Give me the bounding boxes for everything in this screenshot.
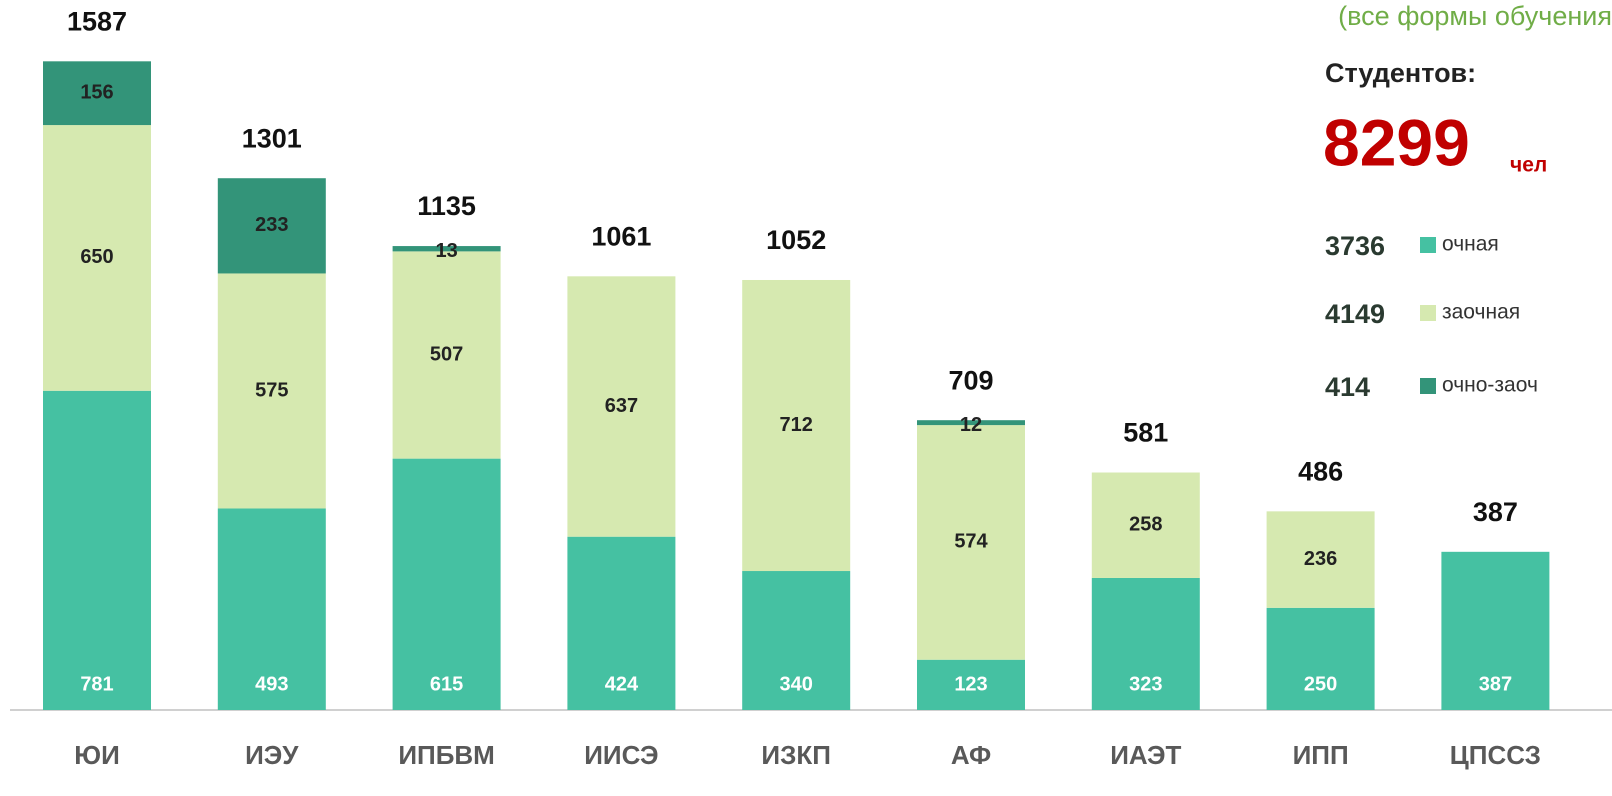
- x-tick-label: ЦПССЗ: [1450, 740, 1541, 770]
- segment-label: 258: [1129, 514, 1162, 536]
- bar-segment: [392, 246, 501, 252]
- total-label: 709: [948, 365, 993, 395]
- segment-label: 340: [780, 673, 813, 695]
- segment-label: 424: [605, 673, 639, 695]
- legend-total: 414: [1325, 372, 1370, 402]
- bar-segment: [1441, 551, 1550, 710]
- bar-segment: [567, 276, 676, 537]
- total-label: 1052: [766, 225, 826, 255]
- legend-label: заочная: [1442, 301, 1520, 324]
- x-tick-label: ИЗКП: [761, 740, 831, 770]
- segment-label: 236: [1304, 548, 1337, 570]
- segment-label: 233: [255, 214, 288, 236]
- segment-label: 575: [255, 379, 288, 401]
- segment-label: 12: [960, 414, 982, 436]
- segment-label: 637: [605, 395, 638, 417]
- segment-label: 650: [80, 246, 113, 268]
- legend-total: 3736: [1325, 231, 1385, 261]
- x-tick-label: АФ: [951, 740, 991, 770]
- bar-segment: [1091, 472, 1200, 578]
- bar-segment: [1091, 577, 1200, 710]
- bar-segment: [392, 251, 501, 459]
- bar-segment: [43, 390, 151, 710]
- legend-swatch: [1420, 378, 1436, 394]
- bar-segment: [392, 458, 501, 710]
- subtitle: (все формы обучения: [1338, 1, 1612, 31]
- segment-label: 615: [430, 673, 463, 695]
- bar-segment: [917, 420, 1025, 426]
- students-unit: чел: [1510, 154, 1547, 177]
- x-tick-label: ИПП: [1293, 740, 1349, 770]
- segment-label: 493: [255, 673, 288, 695]
- bar-segment: [1266, 607, 1375, 710]
- total-label: 486: [1298, 456, 1343, 486]
- segment-label: 387: [1479, 673, 1512, 695]
- bar-segment: [917, 659, 1025, 710]
- bar-segment: [917, 425, 1025, 660]
- segment-label: 507: [430, 343, 463, 365]
- legend-total: 4149: [1325, 299, 1385, 329]
- segment-label: 323: [1129, 673, 1162, 695]
- x-tick-label: ИАЭТ: [1110, 740, 1181, 770]
- bar-segment: [217, 273, 326, 509]
- bar-segment: [742, 571, 851, 710]
- bar-segment: [217, 508, 326, 710]
- total-label: 581: [1123, 418, 1168, 448]
- total-label: 1135: [417, 191, 476, 221]
- x-tick-label: ИПБВМ: [398, 740, 495, 770]
- total-label: 1587: [67, 6, 127, 36]
- total-label: 1301: [242, 123, 302, 153]
- bar-segment: [43, 125, 151, 391]
- bar-segment: [217, 178, 326, 274]
- total-label: 387: [1473, 497, 1518, 527]
- segment-label: 123: [954, 673, 987, 695]
- segment-label: 781: [80, 673, 113, 695]
- bar-segment: [567, 536, 676, 710]
- x-tick-label: ЮИ: [74, 740, 120, 770]
- bar-segment: [742, 279, 851, 572]
- legend-swatch: [1420, 305, 1436, 321]
- students-total: 8299: [1323, 105, 1470, 179]
- bar-segment: [43, 61, 151, 126]
- bar-segment: [1266, 511, 1375, 608]
- total-label: 1061: [591, 221, 651, 251]
- legend-label: очно-заоч: [1442, 374, 1538, 397]
- segment-label: 13: [435, 240, 457, 262]
- x-tick-label: ИЭУ: [245, 740, 299, 770]
- segment-label: 250: [1304, 673, 1337, 695]
- segment-label: 574: [954, 531, 988, 553]
- students-label: Студентов:: [1325, 58, 1476, 88]
- segment-label: 712: [780, 414, 813, 436]
- legend-label: очная: [1442, 233, 1499, 256]
- legend-swatch: [1420, 237, 1436, 253]
- x-tick-label: ИИСЭ: [584, 740, 658, 770]
- segment-label: 156: [80, 81, 113, 103]
